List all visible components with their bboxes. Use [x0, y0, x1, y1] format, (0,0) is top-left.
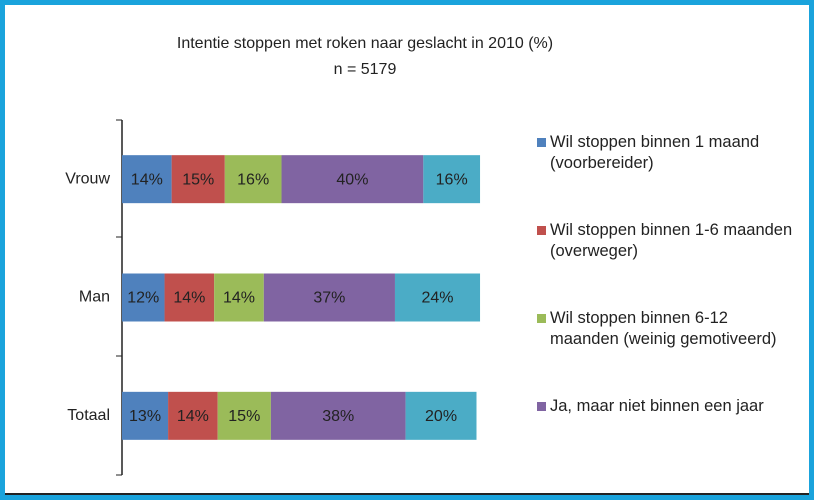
- bar-segment: [394, 273, 481, 322]
- bar-segment: [122, 391, 169, 440]
- data-label: 14%: [173, 290, 205, 307]
- data-label: 15%: [228, 408, 260, 425]
- data-label: 12%: [127, 290, 159, 307]
- bar-segment: [263, 273, 395, 322]
- bar-segment: [224, 155, 282, 204]
- bar-segment: [214, 273, 264, 322]
- data-label: 16%: [237, 171, 269, 188]
- chart-title: Intentie stoppen met roken naar geslacht…: [177, 35, 553, 52]
- data-label: 14%: [177, 408, 209, 425]
- legend-label: Wil stoppen binnen 1 maand (voorbereider…: [550, 133, 760, 172]
- legend-label: Wil stoppen binnen 1-6 maanden (overwege…: [550, 221, 793, 260]
- bar-segment: [164, 273, 215, 322]
- bar-segment: [122, 273, 165, 322]
- data-label: 40%: [336, 171, 368, 188]
- bar-segment: [171, 155, 225, 204]
- bar-segment: [168, 391, 218, 440]
- legend-label: Wil stoppen binnen 6-12 maanden (weinig …: [550, 309, 777, 348]
- data-label: 15%: [182, 171, 214, 188]
- legend-swatch: [537, 314, 546, 323]
- data-label: 13%: [129, 408, 161, 425]
- legend-swatch: [537, 138, 546, 147]
- bar-segment: [405, 391, 477, 440]
- legend-label: Ja, maar niet binnen een jaar: [550, 397, 764, 415]
- bar-segment: [281, 155, 424, 204]
- data-label: 16%: [436, 171, 468, 188]
- category-label: Man: [79, 289, 110, 306]
- category-label: Vrouw: [65, 170, 110, 187]
- data-label: 24%: [421, 290, 453, 307]
- data-label: 37%: [313, 290, 345, 307]
- data-label: 38%: [322, 408, 354, 425]
- data-label: 20%: [425, 408, 457, 425]
- data-label: 14%: [131, 171, 163, 188]
- data-label: 14%: [223, 290, 255, 307]
- legend-swatch: [537, 402, 546, 411]
- bar-segment: [423, 155, 481, 204]
- bar-segment: [122, 155, 172, 204]
- bar-segment: [217, 391, 271, 440]
- bar-segment: [270, 391, 406, 440]
- legend-swatch: [537, 226, 546, 235]
- chart-subtitle: n = 5179: [334, 61, 397, 78]
- category-label: Totaal: [67, 407, 110, 424]
